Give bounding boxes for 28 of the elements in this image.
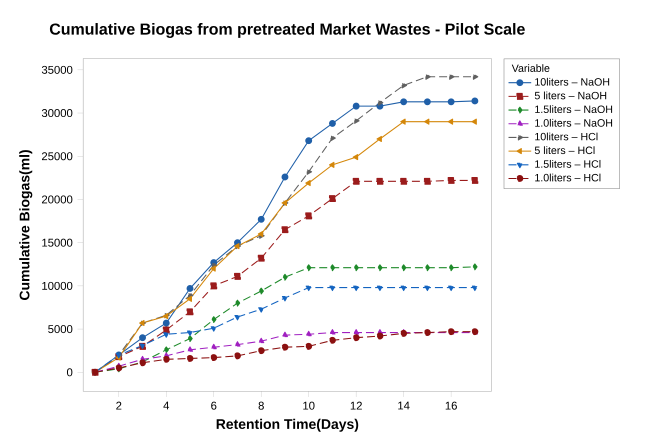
x-tick-label: 14 [398,402,410,410]
y-tick-label: 25000 [42,152,72,160]
legend-label: 1.5liters – NaOH [535,105,612,114]
legend-label: 1.0liters – NaOH [535,118,612,127]
x-tick-label: 6 [211,402,216,410]
y-tick-label: 10000 [42,282,72,290]
legend-label: 5 liters – HCl [534,146,594,154]
legend-label: 5 liters – NaOH [534,92,606,100]
legend-label: 10liters – HCl [535,132,598,140]
y-tick-label: 15000 [42,238,72,247]
y-tick-label: 0 [66,368,72,376]
y-tick-label: 5000 [48,325,72,334]
legend-label: 10liters – NaOH [535,78,610,86]
y-axis-title: Cumulative Biogas(ml) [19,150,32,300]
x-tick-label: 8 [258,402,264,410]
chart-title: Cumulative Biogas from pretreated Market Wastes - Pilot Scale [50,23,525,38]
x-tick-label: 12 [350,402,362,410]
y-tick-label: 30000 [42,109,72,118]
y-tick-label: 20000 [42,195,72,204]
y-tick-label: 35000 [42,66,72,74]
x-tick-label: 10 [303,402,315,410]
legend-label: 1.5liters – HCl [535,160,600,168]
x-tick-label: 16 [446,402,457,410]
legend-label: 1.0liters – HCl [535,174,600,182]
legend-title: Variable [512,64,550,72]
x-tick-label: 2 [116,402,122,410]
x-axis-title: Retention Time(Days) [216,418,358,432]
x-tick-label: 4 [163,402,170,410]
